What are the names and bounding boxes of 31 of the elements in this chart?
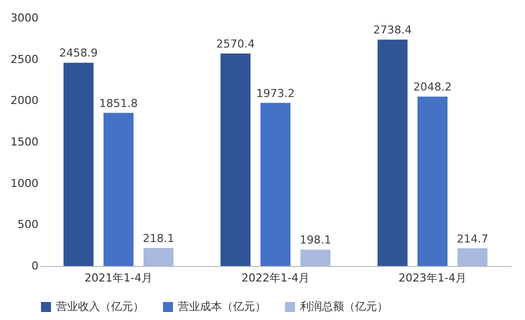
data-label: 218.1 <box>142 232 174 245</box>
y-tick-label: 1000 <box>10 176 38 190</box>
bar <box>260 102 290 266</box>
x-tick-label: 2023年1-4月 <box>398 272 466 284</box>
data-label: 2570.4 <box>216 38 255 51</box>
data-label: 1973.2 <box>256 86 295 100</box>
legend-label: 利润总额（亿元） <box>300 300 388 313</box>
bar <box>64 62 94 266</box>
y-tick-label: 2000 <box>10 94 38 108</box>
data-label: 198.1 <box>300 234 332 247</box>
bar <box>300 250 330 266</box>
data-label: 1851.8 <box>99 96 138 110</box>
x-tick-label: 2022年1-4月 <box>242 272 310 284</box>
legend-label: 营业收入（亿元） <box>56 300 144 313</box>
bar <box>143 248 174 266</box>
y-tick-label: 3000 <box>10 12 38 24</box>
data-label: 2048.2 <box>413 80 452 94</box>
bar <box>104 112 134 266</box>
bar <box>378 40 408 266</box>
legend-label: 营业成本（亿元） <box>178 300 266 313</box>
y-tick-label: 2500 <box>10 52 38 66</box>
y-tick-label: 0 <box>32 260 38 272</box>
bar <box>418 96 448 266</box>
y-tick-label: 500 <box>18 218 38 232</box>
data-label: 214.7 <box>456 232 488 246</box>
bar <box>220 54 251 266</box>
data-label: 2738.4 <box>373 24 412 37</box>
x-tick-label: 2021年1-4月 <box>84 272 152 284</box>
y-tick-label: 1500 <box>10 136 38 148</box>
bar <box>457 248 488 266</box>
data-label: 2458.9 <box>59 46 98 60</box>
